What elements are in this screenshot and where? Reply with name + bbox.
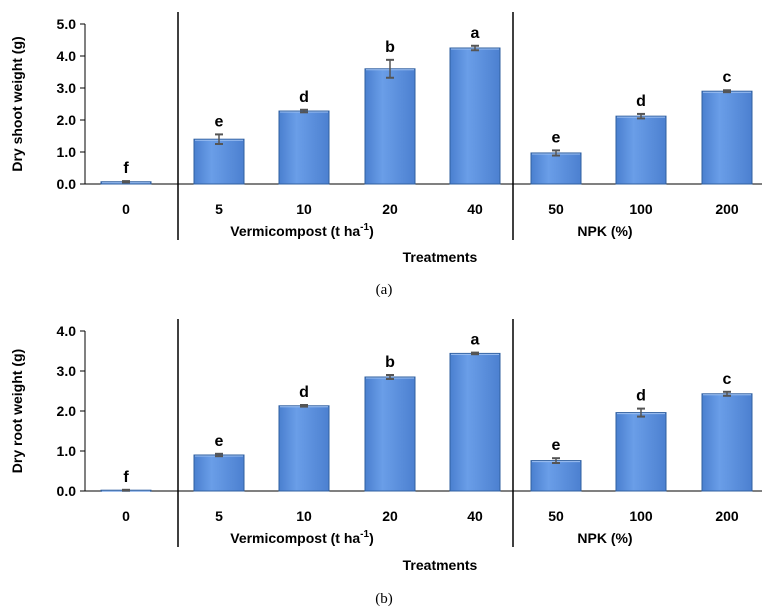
y-tick-label: 3.0 [57,363,77,379]
bar [701,90,753,185]
y-tick-label: 2.0 [57,403,77,419]
y-tick-label: 4.0 [57,48,77,64]
x-tick-label: 100 [629,508,653,524]
y-tick-label: 2.0 [57,112,77,128]
x-tick-label: 20 [382,508,398,524]
figure-caption: (a) [376,282,393,298]
y-tick-label: 1.0 [57,144,77,160]
significance-letter: f [123,469,129,486]
x-axis-title: Treatments [403,249,478,265]
x-tick-label: 0 [122,201,130,217]
group-label: Vermicompost (t ha-1) [230,529,374,546]
bar [615,115,667,185]
x-tick-label: 40 [467,508,483,524]
x-tick-label: 40 [467,201,483,217]
significance-letter: e [215,113,224,130]
bar [193,138,245,185]
y-axis-title: Dry root weight (g) [9,349,25,473]
x-tick-label: 200 [715,201,739,217]
significance-letter: f [123,160,129,177]
x-tick-label: 10 [296,201,312,217]
significance-letter: a [471,332,480,349]
x-tick-label: 5 [215,201,223,217]
bar [193,454,245,492]
group-label: Vermicompost (t ha-1) [230,222,374,239]
group-label: NPK (%) [577,223,632,239]
y-tick-label: 3.0 [57,80,77,96]
significance-letter: b [385,354,395,371]
significance-letter: b [385,39,395,56]
x-axis-title: Treatments [403,557,478,573]
x-tick-label: 50 [548,508,564,524]
significance-letter: d [299,384,309,401]
x-tick-label: 0 [122,508,130,524]
significance-letter: e [215,433,224,450]
x-tick-label: 100 [629,201,653,217]
y-tick-label: 0.0 [57,483,77,499]
chart-shoot-weight: 0.0 1.0 2.0 3.0 4.0 5.0 f 0 e 5 d 10 b 20 a 40 e 50 d 100 c 2… [9,12,762,298]
bar [530,152,582,185]
figure-caption: (b) [375,591,393,607]
bar [701,393,753,492]
bar [449,47,501,185]
y-tick-label: 5.0 [57,16,77,32]
x-tick-label: 5 [215,508,223,524]
significance-letter: d [299,89,309,106]
bar [278,405,330,492]
y-tick-label: 0.0 [57,176,77,192]
significance-letter: e [552,437,561,454]
bar [364,376,416,492]
x-tick-label: 10 [296,508,312,524]
bar [364,68,416,185]
y-tick-label: 1.0 [57,443,77,459]
significance-letter: d [636,93,646,110]
group-label: NPK (%) [577,530,632,546]
bar [530,460,582,492]
y-tick-label: 4.0 [57,323,77,339]
bar [278,110,330,185]
significance-letter: e [552,129,561,146]
significance-letter: c [723,69,732,86]
significance-letter: c [723,371,732,388]
x-tick-label: 50 [548,201,564,217]
chart-root-weight: 0.0 1.0 2.0 3.0 4.0 f 0 e 5 d 10 b 20 a 40 e 50 d 100 c 200 V… [9,319,762,607]
significance-letter: d [636,388,646,405]
bar [615,412,667,492]
bar [449,352,501,492]
x-tick-label: 200 [715,508,739,524]
significance-letter: a [471,25,480,42]
x-tick-label: 20 [382,201,398,217]
y-axis-title: Dry shoot weight (g) [9,36,25,171]
